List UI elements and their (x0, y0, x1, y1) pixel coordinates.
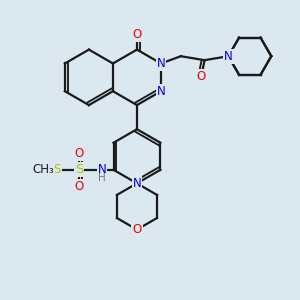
Text: O: O (196, 70, 206, 83)
Text: N: N (157, 85, 165, 98)
Text: N: N (224, 50, 233, 63)
Text: S: S (75, 163, 83, 176)
Text: S: S (54, 163, 61, 176)
Text: H: H (98, 173, 106, 183)
Text: N: N (133, 177, 141, 190)
Text: O: O (74, 147, 83, 160)
Text: O: O (132, 223, 142, 236)
Text: N: N (157, 57, 165, 70)
Text: N: N (98, 163, 106, 176)
Text: O: O (132, 28, 142, 41)
Text: CH₃: CH₃ (32, 163, 54, 176)
Text: O: O (74, 180, 83, 193)
